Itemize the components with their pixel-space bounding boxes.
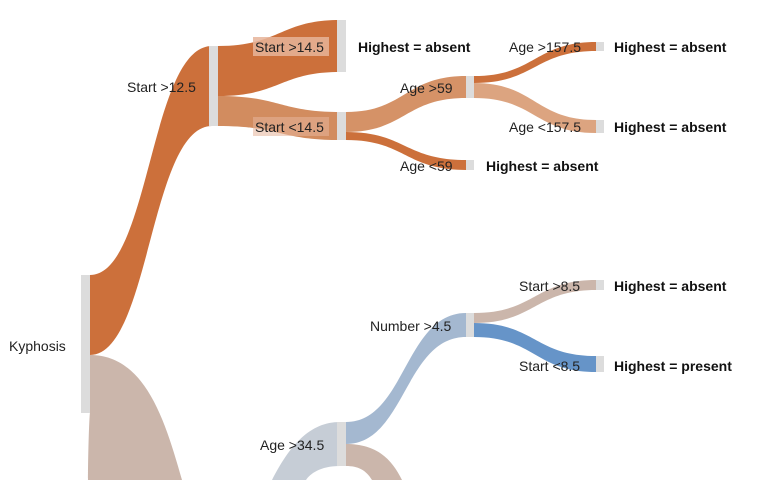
- leaf-label-age-lt-157-5: Highest = absent: [614, 119, 727, 135]
- label-bg-start-gt-14-5: [253, 37, 329, 56]
- node-bar-age-lt-157-5: [596, 120, 604, 133]
- link-number-gt-4-5-to-start-gt-8-5: [474, 280, 596, 323]
- node-bar-start-gt-12-5: [209, 46, 218, 126]
- node-bar-age-gt-59: [466, 76, 474, 98]
- label-bg-start-lt-14-5: [253, 117, 329, 136]
- link-start-lt-14-5-to-age-lt-59: [346, 132, 466, 170]
- link-into-age-gt-34-5: [272, 422, 340, 480]
- node-label-start-lt-8-5: Start <8.5: [519, 358, 580, 374]
- node-label-kyphosis: Kyphosis: [9, 338, 66, 354]
- node-label-age-lt-59: Age <59: [400, 158, 453, 174]
- link-age-gt-34-5-lower: [346, 444, 402, 480]
- node-bar-kyphosis: [81, 275, 90, 413]
- link-start-gt-12-5-to-start-gt-14-5: [218, 20, 340, 96]
- link-root-bottom: [88, 355, 182, 480]
- link-age-gt-59-to-age-gt-157-5: [474, 42, 596, 83]
- node-bar-start-gt-14-5: [337, 20, 346, 72]
- node-bar-age-gt-34-5: [337, 422, 346, 466]
- leaf-label-start-lt-8-5: Highest = present: [614, 358, 732, 374]
- link-number-gt-4-5-to-start-lt-8-5: [474, 323, 596, 372]
- link-age-gt-34-5-to-number-gt-4-5: [346, 313, 466, 444]
- link-start-lt-14-5-to-age-gt-59: [346, 76, 466, 132]
- leaf-label-age-gt-157-5: Highest = absent: [614, 39, 727, 55]
- leaf-label-age-lt-59: Highest = absent: [486, 158, 599, 174]
- node-bar-age-gt-157-5: [596, 42, 604, 51]
- node-bar-start-lt-8-5: [596, 356, 604, 372]
- node-label-start-gt-12-5: Start >12.5: [127, 79, 196, 95]
- link-root-start-gt-12-5: [90, 46, 212, 355]
- node-label-start-gt-8-5: Start >8.5: [519, 278, 580, 294]
- link-age-gt-59-to-age-lt-157-5: [474, 83, 596, 133]
- leaf-label-start-gt-14-5: Highest = absent: [358, 39, 471, 55]
- leaf-label-start-gt-8-5: Highest = absent: [614, 278, 727, 294]
- node-bar-age-lt-59: [466, 160, 474, 170]
- node-label-number-gt-4-5: Number >4.5: [370, 318, 452, 334]
- node-bar-number-gt-4-5: [466, 313, 474, 337]
- node-label-age-gt-157-5: Age >157.5: [509, 39, 581, 55]
- node-label-age-gt-34-5: Age >34.5: [260, 437, 324, 453]
- node-label-age-lt-157-5: Age <157.5: [509, 119, 581, 135]
- node-label-age-gt-59: Age >59: [400, 80, 453, 96]
- node-bar-start-gt-8-5: [596, 280, 604, 290]
- node-label-start-gt-14-5: Start >14.5: [255, 39, 324, 55]
- node-bar-start-lt-14-5: [337, 112, 346, 140]
- node-label-start-lt-14-5: Start <14.5: [255, 119, 324, 135]
